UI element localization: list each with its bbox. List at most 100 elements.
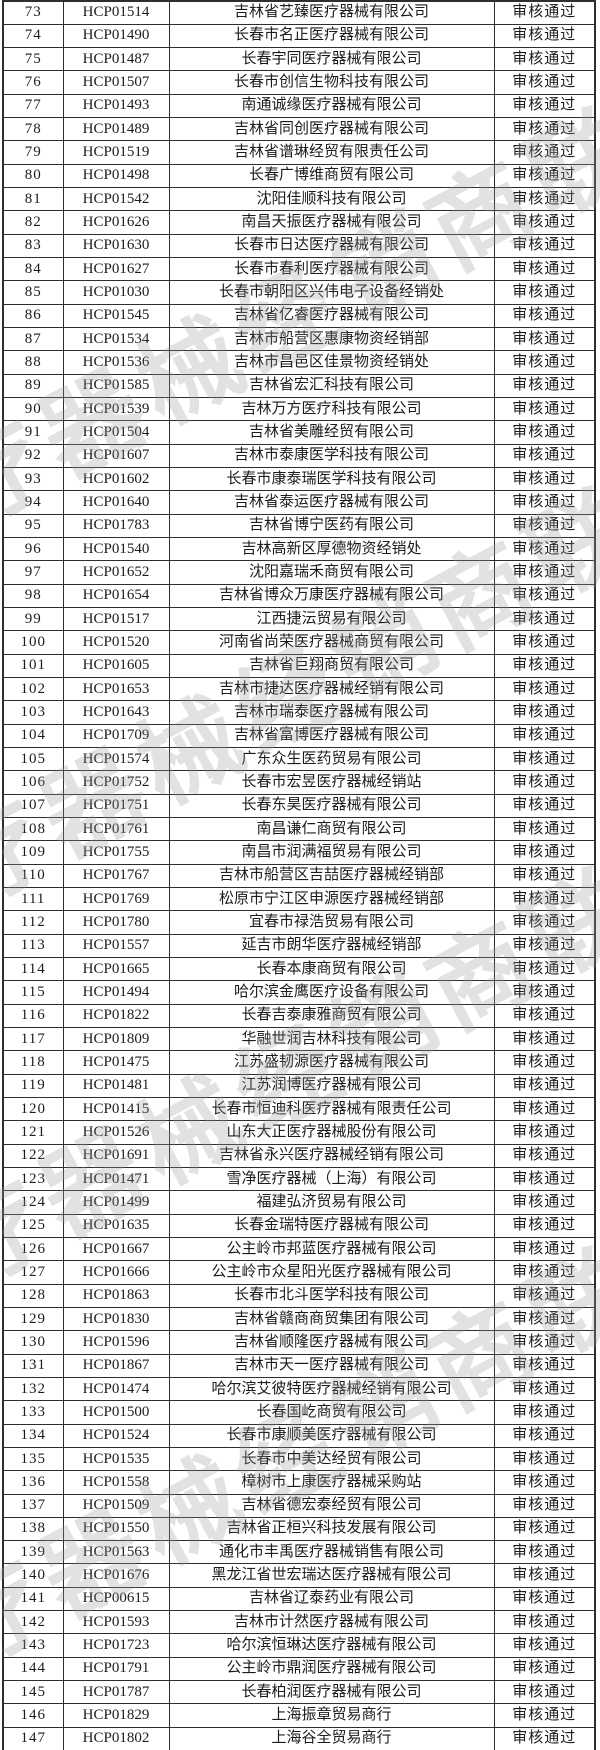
company-cell: 樟树市上康医疗器械采购站 bbox=[168, 1470, 495, 1495]
table-row: 88 HCP01536 吉林市昌邑区佳景物资经销处 审核通过 bbox=[2, 350, 596, 375]
row-number-cell: 132 bbox=[2, 1376, 64, 1402]
company-cell: 南昌市润满福贸易有限公司 bbox=[168, 840, 495, 865]
status-cell: 审核通过 bbox=[493, 1563, 596, 1588]
code-cell: HCP01475 bbox=[62, 1050, 170, 1075]
code-cell: HCP01585 bbox=[62, 373, 170, 399]
company-cell: 吉林高新区厚德物资经销处 bbox=[168, 537, 495, 562]
table-row: 80 HCP01498 长春广博维商贸有限公司 审核通过 bbox=[2, 163, 596, 189]
row-number-cell: 139 bbox=[2, 1540, 64, 1565]
company-cell: 吉林市捷达医疗器械经销有限公司 bbox=[168, 677, 495, 702]
table-row: 127 HCP01666 公主岭市众星阳光医疗器械有限公司 审核通过 bbox=[2, 1260, 596, 1285]
code-cell: HCP01471 bbox=[62, 1166, 170, 1192]
table-row: 124 HCP01499 福建弘济贸易有限公司 审核通过 bbox=[2, 1190, 596, 1215]
company-cell: 吉林省泰运医疗器械有限公司 bbox=[168, 490, 495, 515]
company-cell: 吉林市船营区惠康物资经销部 bbox=[168, 327, 495, 352]
code-cell: HCP01752 bbox=[62, 770, 170, 795]
table-row: 101 HCP01605 吉林省巨翔商贸有限公司 审核通过 bbox=[2, 653, 596, 679]
status-cell: 审核通过 bbox=[493, 770, 596, 795]
row-number-cell: 130 bbox=[2, 1330, 64, 1355]
table-row: 119 HCP01481 江苏润博医疗器械有限公司 审核通过 bbox=[2, 1073, 596, 1098]
table-row: 86 HCP01545 吉林省亿睿医疗器械有限公司 审核通过 bbox=[2, 303, 596, 329]
company-cell: 吉林省谱琳经贸有限责任公司 bbox=[168, 140, 495, 165]
status-cell: 审核通过 bbox=[493, 1166, 596, 1192]
code-cell: HCP01557 bbox=[62, 933, 170, 958]
code-cell: HCP01640 bbox=[62, 490, 170, 515]
code-cell: HCP01487 bbox=[62, 47, 170, 72]
table-row: 147 HCP01802 上海谷全贸易商行 审核通过 bbox=[2, 1726, 596, 1750]
code-cell: HCP00615 bbox=[62, 1586, 170, 1612]
status-cell: 审核通过 bbox=[493, 467, 596, 492]
company-cell: 长春市春利医疗器械有限公司 bbox=[168, 257, 495, 282]
table-row: 92 HCP01607 吉林市泰康医学科技有限公司 审核通过 bbox=[2, 443, 596, 469]
company-cell: 长春本康商贸有限公司 bbox=[168, 956, 495, 982]
table-row: 108 HCP01761 南昌谦仁商贸有限公司 审核通过 bbox=[2, 816, 596, 842]
row-number-cell: 135 bbox=[2, 1446, 64, 1472]
table-row: 109 HCP01755 南昌市润满福贸易有限公司 审核通过 bbox=[2, 840, 596, 865]
code-cell: HCP01498 bbox=[62, 163, 170, 189]
table-row: 85 HCP01030 长春市朝阳区兴伟电子设备经销处 审核通过 bbox=[2, 280, 596, 305]
company-cell: 长春宇同医疗器械有限公司 bbox=[168, 47, 495, 72]
company-cell: 吉林省艺臻医疗器械有限公司 bbox=[168, 0, 495, 25]
company-cell: 吉林省永兴医疗器械经销有限公司 bbox=[168, 1143, 495, 1168]
code-cell: HCP01635 bbox=[62, 1213, 170, 1238]
status-cell: 审核通过 bbox=[493, 560, 596, 585]
status-cell: 审核通过 bbox=[493, 1726, 596, 1750]
row-number-cell: 129 bbox=[2, 1306, 64, 1332]
company-cell: 吉林市计然医疗器械有限公司 bbox=[168, 1610, 495, 1635]
row-number-cell: 116 bbox=[2, 1003, 64, 1028]
status-cell: 审核通过 bbox=[493, 280, 596, 305]
status-cell: 审核通过 bbox=[493, 1096, 596, 1122]
table-row: 100 HCP01520 河南省尚荣医疗器械商贸有限公司 审核通过 bbox=[2, 630, 596, 655]
row-number-cell: 74 bbox=[2, 23, 64, 49]
company-cell: 雪净医疗器械（上海）有限公司 bbox=[168, 1166, 495, 1192]
company-cell: 长春国屹商贸有限公司 bbox=[168, 1400, 495, 1425]
table-row: 134 HCP01524 长春市康顺美医疗器械有限公司 审核通过 bbox=[2, 1423, 596, 1448]
status-cell: 审核通过 bbox=[493, 70, 596, 95]
company-cell: 吉林省顺隆医疗器械有限公司 bbox=[168, 1330, 495, 1355]
row-number-cell: 82 bbox=[2, 210, 64, 235]
table-row: 140 HCP01676 黑龙江省世宏瑞达医疗器械有限公司 审核通过 bbox=[2, 1563, 596, 1588]
code-cell: HCP01524 bbox=[62, 1423, 170, 1448]
row-number-cell: 119 bbox=[2, 1073, 64, 1098]
table-row: 103 HCP01643 吉林市瑞泰医疗器械有限公司 审核通过 bbox=[2, 700, 596, 725]
table-row: 78 HCP01489 吉林省同创医疗器械有限公司 审核通过 bbox=[2, 117, 596, 142]
status-cell: 审核通过 bbox=[493, 1283, 596, 1308]
table-row: 111 HCP01769 松原市宁江区申源医疗器械经销部 审核通过 bbox=[2, 886, 596, 912]
table-row: 82 HCP01626 南昌天振医疗器械有限公司 审核通过 bbox=[2, 210, 596, 235]
row-number-cell: 104 bbox=[2, 723, 64, 749]
company-cell: 长春市日达医疗器械有限公司 bbox=[168, 233, 495, 259]
table-row: 74 HCP01490 长春市名正医疗器械有限公司 审核通过 bbox=[2, 23, 596, 49]
company-cell: 南通诚缘医疗器械有限公司 bbox=[168, 93, 495, 119]
company-cell: 哈尔滨艾彼特医疗器械经销有限公司 bbox=[168, 1376, 495, 1402]
table-row: 110 HCP01767 吉林市船营区吉喆医疗器械经销部 审核通过 bbox=[2, 863, 596, 888]
row-number-cell: 78 bbox=[2, 117, 64, 142]
table-row: 117 HCP01809 华融世润吉林科技有限公司 审核通过 bbox=[2, 1026, 596, 1052]
code-cell: HCP01415 bbox=[62, 1096, 170, 1122]
status-cell: 审核通过 bbox=[493, 490, 596, 515]
company-cell: 吉林省辽泰药业有限公司 bbox=[168, 1586, 495, 1612]
status-cell: 审核通过 bbox=[493, 257, 596, 282]
table-row: 114 HCP01665 长春本康商贸有限公司 审核通过 bbox=[2, 956, 596, 982]
company-cell: 通化市丰禹医疗器械销售有限公司 bbox=[168, 1540, 495, 1565]
row-number-cell: 125 bbox=[2, 1213, 64, 1238]
row-number-cell: 92 bbox=[2, 443, 64, 469]
company-cell: 吉林省宏汇科技有限公司 bbox=[168, 373, 495, 399]
status-cell: 审核通过 bbox=[493, 1306, 596, 1332]
row-number-cell: 117 bbox=[2, 1026, 64, 1052]
table-row: 97 HCP01652 沈阳嘉瑞禾商贸有限公司 审核通过 bbox=[2, 560, 596, 585]
row-number-cell: 124 bbox=[2, 1190, 64, 1215]
code-cell: HCP01490 bbox=[62, 23, 170, 49]
table-row: 131 HCP01867 吉林市天一医疗器械有限公司 审核通过 bbox=[2, 1353, 596, 1378]
row-number-cell: 145 bbox=[2, 1680, 64, 1705]
status-cell: 审核通过 bbox=[493, 93, 596, 119]
company-cell: 哈尔滨恒琳达医疗器械有限公司 bbox=[168, 1633, 495, 1658]
table-row: 121 HCP01526 山东大正医疗器械股份有限公司 审核通过 bbox=[2, 1120, 596, 1145]
row-number-cell: 89 bbox=[2, 373, 64, 399]
code-cell: HCP01474 bbox=[62, 1376, 170, 1402]
status-cell: 审核通过 bbox=[493, 1516, 596, 1542]
row-number-cell: 100 bbox=[2, 630, 64, 655]
row-number-cell: 127 bbox=[2, 1260, 64, 1285]
status-cell: 审核通过 bbox=[493, 163, 596, 189]
table-row: 138 HCP01550 吉林省正桓兴科技发展有限公司 审核通过 bbox=[2, 1516, 596, 1542]
